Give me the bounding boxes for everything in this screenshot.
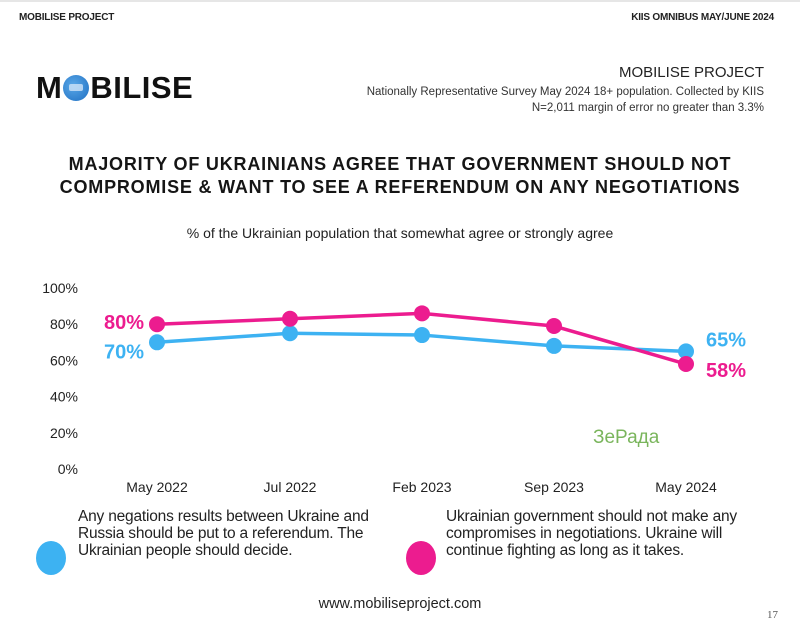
y-tick-label: 100% (42, 280, 78, 296)
header-left: MOBILISE PROJECT (19, 12, 115, 23)
start-data-label: 70% (104, 341, 144, 363)
legend-marker-pink (406, 541, 436, 575)
line-chart: 0% 20% 40% 60% 80% 100% May 2022 Jul 2022 Feb 20… (42, 280, 746, 495)
x-tick-label: May 2024 (655, 479, 717, 495)
logo-text-end: BILISE (90, 70, 194, 105)
data-point (678, 343, 694, 360)
end-data-label: 65% (706, 329, 746, 351)
legend-dot-icon (36, 541, 66, 575)
y-tick-label: 80% (50, 316, 78, 332)
watermark: ЗеРада (593, 427, 660, 448)
legend-label-no-compromise: Ukrainian government should not make any… (446, 508, 737, 559)
x-tick-label: May 2022 (126, 479, 188, 495)
y-tick-label: 40% (50, 389, 78, 405)
legend-dot-icon (406, 541, 436, 575)
data-point (282, 310, 298, 327)
sample-size: N=2,011 margin of error no greater than … (531, 102, 764, 114)
project-title: MOBILISE PROJECT (618, 64, 764, 81)
data-point (282, 325, 298, 342)
data-point (414, 327, 430, 344)
data-point (414, 305, 430, 322)
data-point (678, 356, 694, 373)
website-url[interactable]: www.mobiliseproject.com (318, 596, 482, 612)
x-tick-label: Feb 2023 (392, 479, 451, 495)
y-tick-label: 0% (58, 461, 78, 477)
globe-icon (63, 75, 90, 101)
legend-marker-blue (36, 541, 66, 575)
x-tick-label: Jul 2022 (264, 479, 317, 495)
top-border (0, 0, 800, 2)
data-point (546, 337, 562, 354)
chart-subtitle: % of the Ukrainian population that somew… (186, 225, 614, 241)
mobilise-logo: M BILISE (36, 70, 193, 106)
survey-description: Nationally Representative Survey May 202… (366, 86, 764, 98)
start-data-label: 80% (104, 312, 144, 334)
logo-text-start: M (36, 70, 63, 105)
y-tick-label: 60% (50, 352, 78, 368)
x-tick-label: Sep 2023 (524, 479, 584, 495)
data-point (149, 316, 165, 333)
y-tick-label: 20% (50, 425, 78, 441)
data-point (546, 318, 562, 335)
chart-title: MAJORITY OF UKRAINIANS AGREE THAT GOVERN… (59, 154, 741, 197)
header-right: KIIS OMNIBUS MAY/JUNE 2024 (631, 12, 774, 23)
page-number: 17 (767, 609, 778, 621)
legend-label-referendum: Any negations results between Ukraine an… (78, 508, 369, 559)
data-point (149, 334, 165, 351)
end-data-label: 58% (706, 360, 746, 382)
project-details: Nationally Representative Survey May 202… (367, 84, 764, 116)
